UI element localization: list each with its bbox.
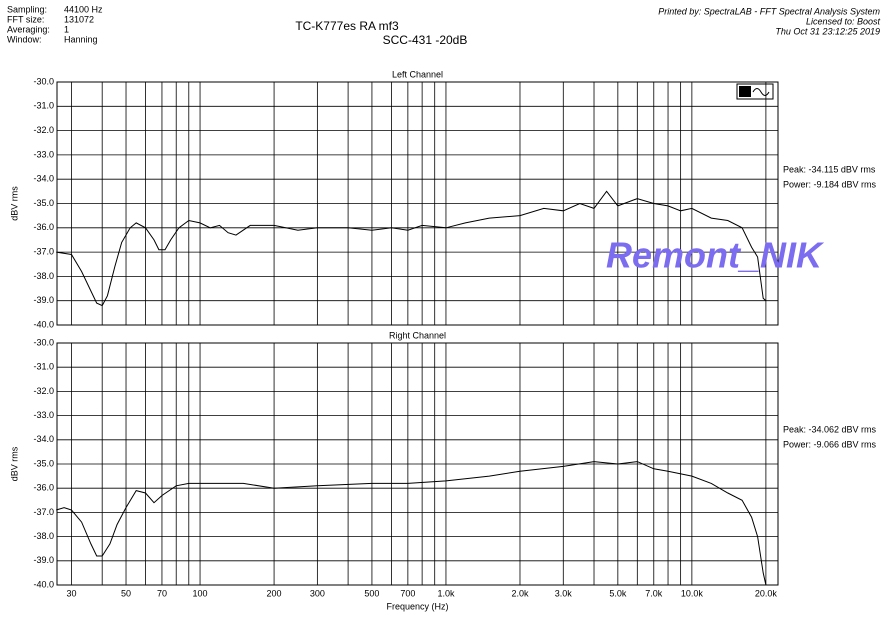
icon-printer bbox=[739, 86, 751, 97]
annotation: Power: -9.184 dBV rms bbox=[783, 179, 877, 189]
y-tick-label: -35.0 bbox=[33, 198, 54, 208]
watermark: Remont_NIK bbox=[606, 235, 825, 276]
report-title: TC-K777es RA mf3 bbox=[295, 19, 399, 33]
y-tick-label: -32.0 bbox=[33, 386, 54, 396]
y-tick-label: -40.0 bbox=[33, 319, 54, 329]
x-tick-label: 20.0k bbox=[755, 588, 778, 598]
printed-by: Thu Oct 31 23:12:25 2019 bbox=[775, 26, 880, 36]
y-tick-label: -36.0 bbox=[33, 222, 54, 232]
x-tick-label: 2.0k bbox=[511, 588, 529, 598]
y-tick-label: -30.0 bbox=[33, 337, 54, 347]
info-value: 131072 bbox=[64, 14, 94, 24]
x-tick-label: 100 bbox=[193, 588, 208, 598]
printed-by: Printed by: SpectraLAB - FFT Spectral An… bbox=[658, 6, 880, 16]
x-tick-label: 500 bbox=[364, 588, 379, 598]
info-label: Averaging: bbox=[7, 24, 50, 34]
annotation: Peak: -34.115 dBV rms bbox=[783, 164, 876, 174]
x-tick-label: 7.0k bbox=[645, 588, 663, 598]
printed-by: Licensed to: Boost bbox=[806, 16, 881, 26]
y-tick-label: -37.0 bbox=[33, 246, 54, 256]
info-value: Hanning bbox=[64, 34, 98, 44]
y-tick-label: -35.0 bbox=[33, 458, 54, 468]
info-label: FFT size: bbox=[7, 14, 44, 24]
icon-wave bbox=[752, 88, 770, 96]
y-tick-label: -31.0 bbox=[33, 362, 54, 372]
info-label: Window: bbox=[7, 34, 42, 44]
annotation: Power: -9.066 dBV rms bbox=[783, 439, 877, 449]
panel-title: Left Channel bbox=[392, 69, 443, 79]
y-tick-label: -39.0 bbox=[33, 555, 54, 565]
panel-title: Right Channel bbox=[389, 330, 446, 340]
spectrum-line bbox=[56, 190, 767, 307]
info-value: 1 bbox=[64, 24, 69, 34]
plot-frame bbox=[56, 81, 779, 326]
info-value: 44100 Hz bbox=[64, 4, 103, 14]
annotation: Peak: -34.062 dBV rms bbox=[783, 424, 877, 434]
x-tick-label: 10.0k bbox=[681, 588, 704, 598]
y-tick-label: -37.0 bbox=[33, 507, 54, 517]
x-tick-label: 700 bbox=[400, 588, 415, 598]
y-tick-label: -39.0 bbox=[33, 295, 54, 305]
y-axis-label: dBV rms bbox=[9, 446, 19, 481]
y-tick-label: -34.0 bbox=[33, 174, 54, 184]
x-axis-label: Frequency (Hz) bbox=[386, 601, 448, 611]
y-tick-label: -32.0 bbox=[33, 125, 54, 135]
x-tick-label: 5.0k bbox=[609, 588, 627, 598]
x-tick-label: 1.0k bbox=[437, 588, 455, 598]
y-tick-label: -40.0 bbox=[33, 579, 54, 589]
x-tick-label: 70 bbox=[157, 588, 167, 598]
y-tick-label: -36.0 bbox=[33, 483, 54, 493]
y-tick-label: -38.0 bbox=[33, 271, 54, 281]
x-tick-label: 200 bbox=[267, 588, 282, 598]
y-tick-label: -30.0 bbox=[33, 76, 54, 86]
info-label: Sampling: bbox=[7, 4, 47, 14]
x-tick-label: 50 bbox=[121, 588, 131, 598]
x-tick-label: 3.0k bbox=[555, 588, 573, 598]
y-tick-label: -31.0 bbox=[33, 101, 54, 111]
y-tick-label: -33.0 bbox=[33, 410, 54, 420]
x-tick-label: 30 bbox=[66, 588, 76, 598]
y-axis-label: dBV rms bbox=[9, 186, 19, 221]
y-tick-label: -34.0 bbox=[33, 434, 54, 444]
spectrum-line bbox=[56, 461, 767, 586]
plot-frame bbox=[56, 342, 779, 586]
y-tick-label: -33.0 bbox=[33, 149, 54, 159]
y-tick-label: -38.0 bbox=[33, 531, 54, 541]
x-tick-label: 300 bbox=[310, 588, 325, 598]
report-subtitle: SCC-431 -20dB bbox=[383, 33, 468, 47]
